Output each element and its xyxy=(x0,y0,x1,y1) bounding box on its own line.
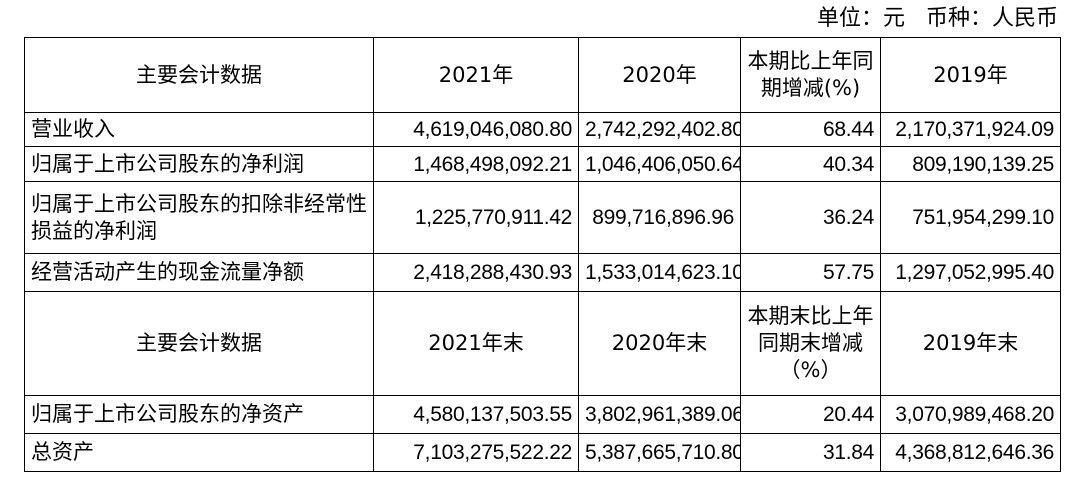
row-label: 经营活动产生的现金流量净额 xyxy=(24,253,374,292)
table-row: 归属于上市公司股东的净资产 4,580,137,503.55 3,802,961… xyxy=(24,395,1061,434)
header-cell-2019-end: 2019年末 xyxy=(880,291,1061,396)
table-row: 归属于上市公司股东的扣除非经常性损益的净利润 1,225,770,911.42 … xyxy=(24,181,1061,254)
value-2021: 2,418,288,430.93 xyxy=(373,253,579,292)
value-2020: 1,533,014,623.10 xyxy=(578,253,741,292)
value-2019-end: 3,070,989,468.20 xyxy=(880,395,1061,434)
unit-currency-note: 单位：元 币种：人民币 xyxy=(817,6,1058,31)
table-header-row: 主要会计数据 2021年 2020年 本期比上年同期增减(%) 2019年 xyxy=(24,37,1061,113)
value-2021: 4,619,046,080.80 xyxy=(373,112,579,147)
row-label: 营业收入 xyxy=(24,112,374,147)
row-label: 归属于上市公司股东的净利润 xyxy=(24,146,374,182)
header-cell-2021: 2021年 xyxy=(373,37,579,113)
value-change: 68.44 xyxy=(740,112,881,147)
header-cell-2019: 2019年 xyxy=(880,37,1061,113)
value-2021: 1,225,770,911.42 xyxy=(373,181,579,254)
table-row: 营业收入 4,619,046,080.80 2,742,292,402.80 6… xyxy=(24,112,1061,147)
row-label: 归属于上市公司股东的扣除非经常性损益的净利润 xyxy=(24,181,374,254)
table-row: 总资产 7,103,275,522.22 5,387,665,710.80 31… xyxy=(24,433,1061,472)
value-2020-end: 5,387,665,710.80 xyxy=(578,433,741,472)
header-cell-2020: 2020年 xyxy=(578,37,741,113)
row-label: 归属于上市公司股东的净资产 xyxy=(24,395,374,434)
table-row: 经营活动产生的现金流量净额 2,418,288,430.93 1,533,014… xyxy=(24,253,1061,292)
value-2019: 2,170,371,924.09 xyxy=(880,112,1061,147)
financial-data-table: 主要会计数据 2021年 2020年 本期比上年同期增减(%) 2019年 营业… xyxy=(24,37,1061,472)
value-2021-end: 4,580,137,503.55 xyxy=(373,395,579,434)
table-row: 归属于上市公司股东的净利润 1,468,498,092.21 1,046,406… xyxy=(24,146,1061,182)
value-2019: 751,954,299.10 xyxy=(880,181,1061,254)
row-label: 总资产 xyxy=(24,433,374,472)
header-cell-item: 主要会计数据 xyxy=(24,291,374,396)
value-2020: 2,742,292,402.80 xyxy=(578,112,741,147)
value-2021: 1,468,498,092.21 xyxy=(373,146,579,182)
value-2021-end: 7,103,275,522.22 xyxy=(373,433,579,472)
value-change: 40.34 xyxy=(740,146,881,182)
header-cell-change-end: 本期末比上年同期末增减（%） xyxy=(740,291,881,396)
value-change: 57.75 xyxy=(740,253,881,292)
header-cell-change: 本期比上年同期增减(%) xyxy=(740,37,881,113)
header-cell-2020-end: 2020年末 xyxy=(578,291,741,396)
value-2019: 1,297,052,995.40 xyxy=(880,253,1061,292)
value-2019-end: 4,368,812,646.36 xyxy=(880,433,1061,472)
value-2020: 1,046,406,050.64 xyxy=(578,146,741,182)
value-2019: 809,190,139.25 xyxy=(880,146,1061,182)
value-change: 36.24 xyxy=(740,181,881,254)
value-2020: 899,716,896.96 xyxy=(578,181,741,254)
table-header-row: 主要会计数据 2021年末 2020年末 本期末比上年同期末增减（%） 2019… xyxy=(24,291,1061,396)
value-2020-end: 3,802,961,389.06 xyxy=(578,395,741,434)
value-change-end: 31.84 xyxy=(740,433,881,472)
header-cell-2021-end: 2021年末 xyxy=(373,291,579,396)
value-change-end: 20.44 xyxy=(740,395,881,434)
header-cell-item: 主要会计数据 xyxy=(24,37,374,113)
